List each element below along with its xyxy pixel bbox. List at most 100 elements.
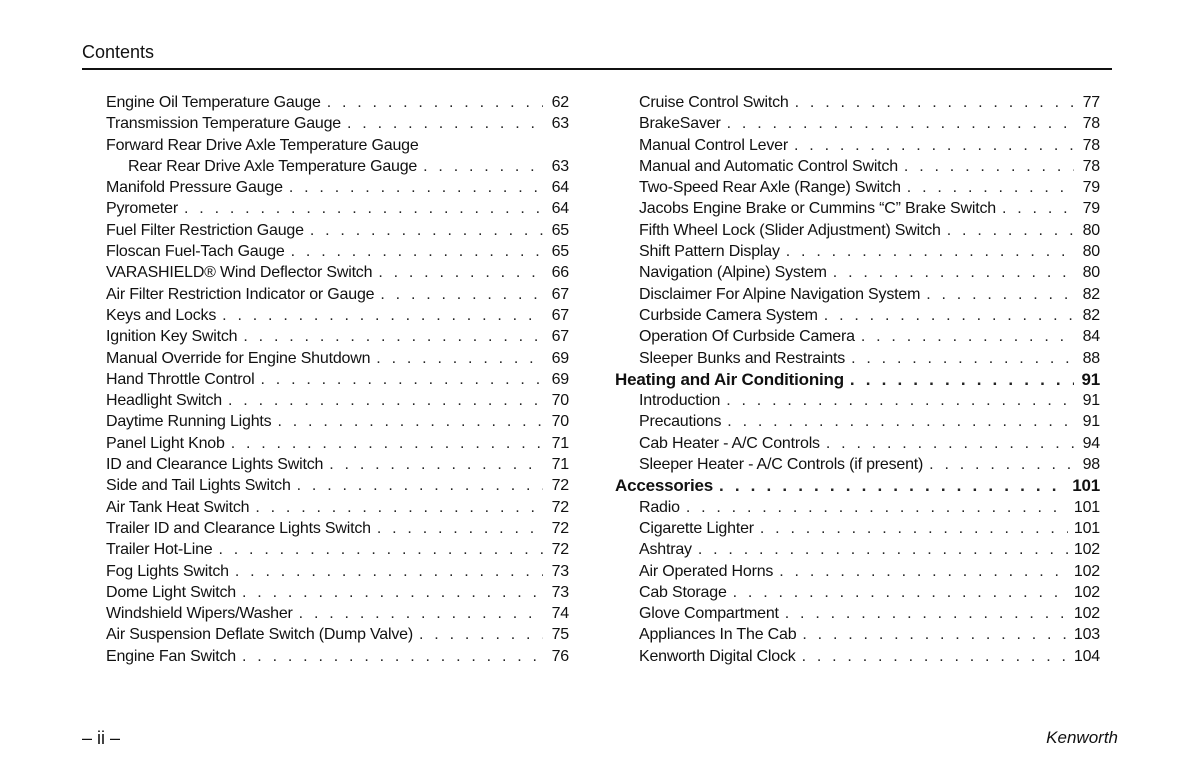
- toc-entry[interactable]: Cab Storage 102: [615, 582, 1100, 603]
- toc-entry[interactable]: Headlight Switch 70: [106, 390, 569, 411]
- toc-entry[interactable]: Operation Of Curbside Camera 84: [615, 326, 1100, 347]
- toc-entry-label: BrakeSaver: [639, 115, 721, 133]
- toc-entry[interactable]: Ashtray 102: [615, 539, 1100, 560]
- toc-entry[interactable]: Dome Light Switch 73: [106, 582, 569, 603]
- toc-entry[interactable]: Manual and Automatic Control Switch 78: [615, 156, 1100, 177]
- toc-entry[interactable]: Manifold Pressure Gauge 64: [106, 177, 569, 198]
- toc-entry-page: 103: [1073, 626, 1100, 644]
- toc-entry-label: Air Operated Horns: [639, 562, 774, 580]
- toc-entry[interactable]: Sleeper Bunks and Restraints 88: [615, 348, 1100, 369]
- dot-leader: [423, 156, 543, 177]
- toc-entry-page: 69: [551, 370, 570, 388]
- dot-leader: [1002, 198, 1074, 219]
- dot-leader: [310, 220, 543, 241]
- toc-entry[interactable]: Air Filter Restriction Indicator or Gaug…: [106, 284, 569, 305]
- toc-entry[interactable]: Manual Control Lever 78: [615, 135, 1100, 156]
- dot-leader: [184, 198, 543, 219]
- toc-entry[interactable]: Cruise Control Switch 77: [615, 92, 1100, 113]
- toc-entry[interactable]: Fifth Wheel Lock (Slider Adjustment) Swi…: [615, 220, 1100, 241]
- toc-entry[interactable]: VARASHIELD® Wind Deflector Switch 66: [106, 262, 569, 283]
- toc-entry[interactable]: Engine Fan Switch 76: [106, 646, 569, 667]
- toc-entry[interactable]: Radio 101: [615, 497, 1100, 518]
- page-header-title: Contents: [82, 42, 155, 62]
- toc-entry[interactable]: Navigation (Alpine) System 80: [615, 262, 1100, 283]
- dot-leader: [242, 582, 543, 603]
- dot-leader: [779, 561, 1068, 582]
- dot-leader: [760, 518, 1068, 539]
- toc-entry[interactable]: Air Suspension Deflate Switch (Dump Valv…: [106, 624, 569, 645]
- toc-entry[interactable]: Cab Heater - A/C Controls 94: [615, 433, 1100, 454]
- toc-entry[interactable]: Air Operated Horns 102: [615, 561, 1100, 582]
- toc-entry-page: 67: [551, 285, 570, 303]
- toc-entry[interactable]: Kenworth Digital Clock 104: [615, 646, 1100, 667]
- toc-entry[interactable]: Ignition Key Switch 67: [106, 326, 569, 347]
- toc-entry[interactable]: Fog Lights Switch 73: [106, 561, 569, 582]
- toc-entry[interactable]: Floscan Fuel-Tach Gauge 65: [106, 241, 569, 262]
- toc-entry[interactable]: Transmission Temperature Gauge 63: [106, 113, 569, 134]
- toc-entry-page: 72: [551, 498, 570, 516]
- toc-entry[interactable]: ID and Clearance Lights Switch 71: [106, 454, 569, 475]
- toc-entry[interactable]: Disclaimer For Alpine Navigation System 8…: [615, 284, 1100, 305]
- dot-leader: [786, 241, 1074, 262]
- dot-leader: [235, 561, 543, 582]
- toc-entry[interactable]: Keys and Locks 67: [106, 305, 569, 326]
- toc-entry-page: 101: [1073, 519, 1100, 537]
- toc-entry-page: 63: [551, 157, 570, 175]
- toc-entry-page: 72: [551, 477, 570, 495]
- toc-entry[interactable]: Two-Speed Rear Axle (Range) Switch 79: [615, 177, 1100, 198]
- toc-entry[interactable]: Panel Light Knob 71: [106, 433, 569, 454]
- toc-entry[interactable]: Rear Rear Drive Axle Temperature Gauge 63: [106, 156, 569, 177]
- toc-entry-label: Transmission Temperature Gauge: [106, 115, 342, 133]
- toc-entry-label: Sleeper Bunks and Restraints: [639, 349, 846, 367]
- toc-entry[interactable]: Trailer Hot-Line 72: [106, 539, 569, 560]
- dot-leader: [947, 220, 1074, 241]
- toc-entry[interactable]: Cigarette Lighter 101: [615, 518, 1100, 539]
- toc-entry-page: 71: [551, 456, 570, 474]
- toc-entry-label: Headlight Switch: [106, 392, 222, 410]
- toc-entry[interactable]: Precautions 91: [615, 411, 1100, 432]
- toc-entry-page: 79: [1082, 179, 1101, 197]
- dot-leader: [926, 284, 1074, 305]
- dot-leader: [824, 305, 1074, 326]
- toc-entry[interactable]: Pyrometer 64: [106, 198, 569, 219]
- toc-section-heading[interactable]: Heating and Air Conditioning 91: [615, 369, 1100, 390]
- toc-entry-label: Accessories: [615, 476, 713, 496]
- toc-entry[interactable]: Hand Throttle Control 69: [106, 369, 569, 390]
- toc-entry[interactable]: Shift Pattern Display 80: [615, 241, 1100, 262]
- toc-entry[interactable]: Introduction 91: [615, 390, 1100, 411]
- toc-entry[interactable]: Curbside Camera System 82: [615, 305, 1100, 326]
- dot-leader: [218, 539, 543, 560]
- toc-entry[interactable]: Appliances In The Cab 103: [615, 624, 1100, 645]
- toc-entry-label: Curbside Camera System: [639, 306, 818, 324]
- dot-leader: [222, 305, 543, 326]
- toc-entry-label: Two-Speed Rear Axle (Range) Switch: [639, 179, 901, 197]
- dot-leader: [698, 539, 1068, 560]
- toc-entry[interactable]: Engine Oil Temperature Gauge 62: [106, 92, 569, 113]
- toc-section-heading[interactable]: Accessories 101: [615, 475, 1100, 496]
- dot-leader: [299, 603, 543, 624]
- toc-entry-label: Forward Rear Drive Axle Temperature Gaug…: [106, 136, 419, 154]
- dot-leader: [327, 92, 543, 113]
- toc-entry-page: 102: [1073, 583, 1100, 601]
- toc-entry[interactable]: Air Tank Heat Switch 72: [106, 497, 569, 518]
- toc-entry-label: Cigarette Lighter: [639, 519, 754, 537]
- toc-entry[interactable]: Fuel Filter Restriction Gauge 65: [106, 220, 569, 241]
- toc-entry[interactable]: Forward Rear Drive Axle Temperature Gaug…: [106, 135, 569, 156]
- toc-entry[interactable]: BrakeSaver 78: [615, 113, 1100, 134]
- dot-leader: [242, 646, 543, 667]
- toc-entry[interactable]: Sleeper Heater - A/C Controls (if presen…: [615, 454, 1100, 475]
- toc-entry-label: Fifth Wheel Lock (Slider Adjustment) Swi…: [639, 221, 941, 239]
- toc-entry[interactable]: Manual Override for Engine Shutdown 69: [106, 348, 569, 369]
- toc-entry[interactable]: Glove Compartment 102: [615, 603, 1100, 624]
- toc-entry-label: Navigation (Alpine) System: [639, 264, 827, 282]
- toc-entry[interactable]: Trailer ID and Clearance Lights Switch 72: [106, 518, 569, 539]
- toc-entry[interactable]: Jacobs Engine Brake or Cummins “C” Brake…: [615, 198, 1100, 219]
- dot-leader: [376, 348, 543, 369]
- toc-entry[interactable]: Daytime Running Lights 70: [106, 411, 569, 432]
- toc-entry-label: Sleeper Heater - A/C Controls (if presen…: [639, 456, 924, 474]
- toc-entry[interactable]: Windshield Wipers/Washer 74: [106, 603, 569, 624]
- toc-entry-label: Manual Control Lever: [639, 136, 788, 154]
- toc-entry-label: Cab Heater - A/C Controls: [639, 434, 820, 452]
- toc-entry[interactable]: Side and Tail Lights Switch 72: [106, 475, 569, 496]
- dot-leader: [929, 454, 1074, 475]
